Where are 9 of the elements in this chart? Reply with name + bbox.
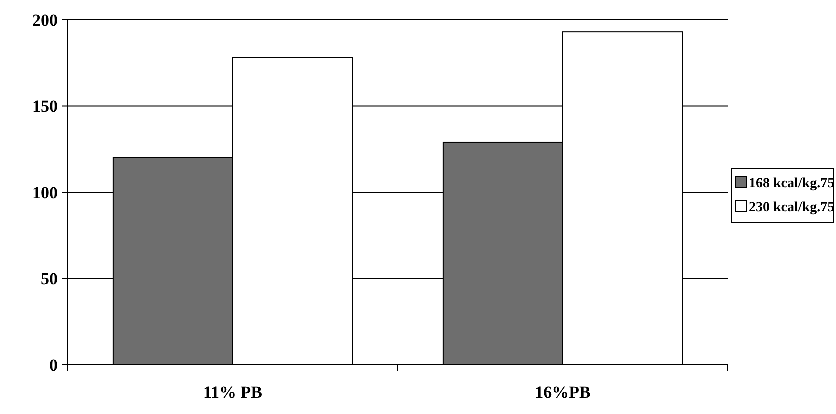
legend-label: 230 kcal/kg.75 <box>749 200 835 216</box>
x-tick-label: 16%PB <box>535 383 591 402</box>
y-tick-label: 200 <box>32 10 58 30</box>
y-tick-label: 50 <box>41 270 58 289</box>
x-tick-label: 11% PB <box>203 383 263 402</box>
legend-label: 168 kcal/kg.75 <box>749 176 835 192</box>
y-tick-label: 150 <box>32 97 58 116</box>
y-tick-label: 100 <box>32 183 58 202</box>
y-tick-label: 0 <box>50 356 58 375</box>
